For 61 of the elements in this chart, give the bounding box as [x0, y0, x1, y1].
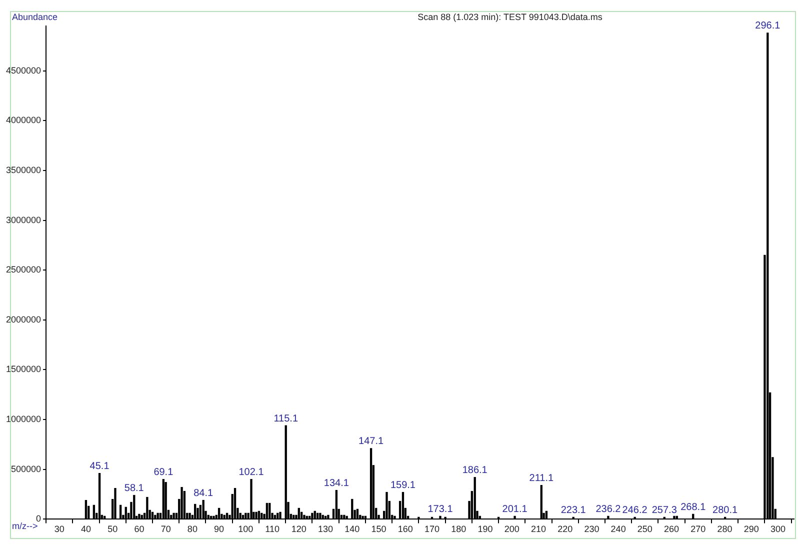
x-tick-label: 90	[214, 524, 224, 534]
annotation: 159.1	[390, 480, 416, 492]
annotation: 69.1	[154, 467, 174, 478]
x-tick-label: 120	[291, 524, 306, 534]
annotation: 268.1	[680, 502, 706, 513]
x-tick-label: 70	[160, 524, 171, 534]
y-tick-label: 3500000	[6, 164, 42, 175]
annotation: 236.2	[596, 504, 622, 515]
annotation: 223.1	[560, 504, 586, 516]
x-tick-label: 300	[770, 524, 786, 534]
x-axis-title: m/z-->	[12, 521, 38, 532]
y-tick-label: 4000000	[6, 115, 42, 126]
x-tick-label: 220	[558, 524, 573, 534]
annotation: 296.1	[755, 20, 781, 32]
annotation: 211.1	[529, 473, 554, 484]
annotation: 280.1	[712, 504, 738, 516]
x-tick-label: 260	[664, 524, 680, 534]
y-tick-label: 1500000	[6, 364, 42, 374]
annotation: 84.1	[194, 488, 214, 500]
x-tick-label: 290	[744, 524, 759, 534]
annotation: 115.1	[274, 413, 298, 424]
x-tick-label: 250	[637, 524, 652, 534]
x-tick-label: 60	[134, 524, 144, 534]
x-tick-label: 40	[80, 524, 91, 534]
annotation: 257.3	[652, 504, 678, 516]
annotation: 45.1	[90, 461, 110, 472]
x-tick-label: 130	[318, 524, 334, 534]
y-tick-label: 2500000	[6, 264, 42, 275]
y-tick-label: 3000000	[6, 214, 42, 225]
x-tick-label: 170	[424, 524, 440, 534]
x-tick-label: 190	[478, 524, 493, 534]
y-tick-label: 4500000	[6, 65, 42, 76]
x-tick-label: 230	[584, 524, 600, 534]
annotation: 102.1	[238, 467, 264, 478]
y-axis-title: Abundance	[12, 12, 58, 22]
x-tick-label: 280	[717, 524, 732, 534]
y-tick-label: 2000000	[6, 314, 42, 324]
x-tick-label: 200	[504, 524, 520, 534]
annotation: 186.1	[462, 465, 488, 476]
x-tick-label: 110	[265, 524, 280, 534]
annotation: 246.2	[622, 504, 648, 516]
x-tick-label: 240	[610, 524, 626, 534]
annotation: 134.1	[324, 478, 350, 490]
x-tick-label: 160	[398, 524, 413, 534]
annotation: 173.1	[428, 504, 454, 515]
y-tick-label: 1000000	[6, 414, 42, 424]
x-tick-label: 270	[690, 524, 706, 534]
x-tick-label: 100	[238, 524, 254, 534]
x-tick-label: 180	[451, 524, 466, 534]
x-tick-label: 210	[530, 524, 546, 534]
x-tick-label: 140	[344, 524, 360, 534]
annotation: 58.1	[124, 483, 144, 494]
y-tick-label: 0	[36, 514, 42, 524]
x-tick-label: 150	[371, 524, 386, 534]
chart-title: Scan 88 (1.023 min): TEST 991043.D\data.ms	[418, 12, 603, 22]
annotation: 147.1	[358, 436, 384, 448]
x-tick-label: 80	[187, 524, 198, 534]
annotation: 201.1	[502, 504, 528, 515]
y-tick-label: 500000	[10, 464, 42, 474]
x-tick-label: 50	[108, 524, 118, 534]
x-tick-label: 30	[54, 524, 64, 534]
